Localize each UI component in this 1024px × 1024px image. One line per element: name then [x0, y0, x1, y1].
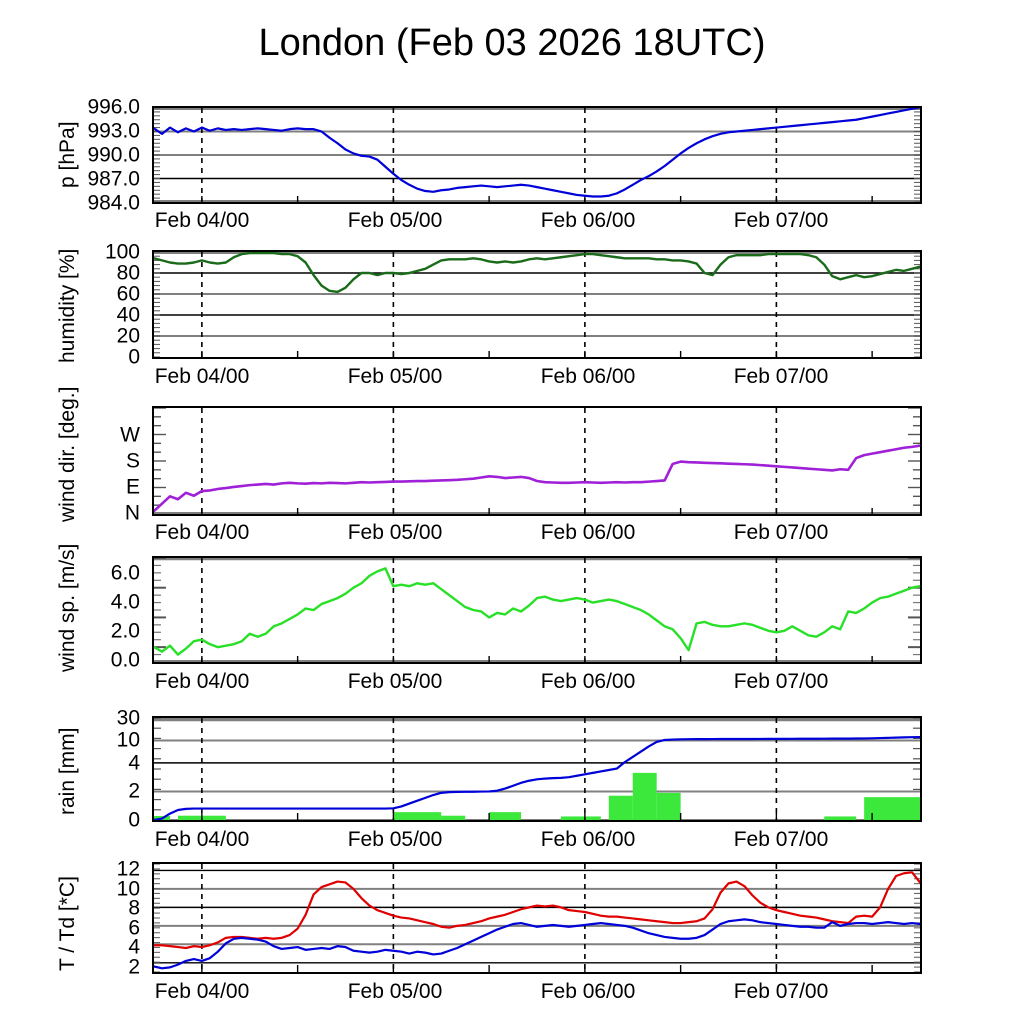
- humidity-xtick: Feb 04/00: [154, 365, 250, 388]
- pressure-plot-area: [152, 106, 922, 204]
- temperature-ytick: 12: [116, 857, 140, 881]
- wind-speed-xtick: Feb 05/00: [347, 670, 443, 693]
- wind-direction-xtick: Feb 06/00: [540, 521, 636, 544]
- humidity-xtick: Feb 06/00: [540, 365, 636, 388]
- wind-direction-ytick-group: W S E N: [92, 425, 140, 524]
- rain-ytick: 4: [128, 751, 140, 775]
- humidity-xtick: Feb 05/00: [347, 365, 443, 388]
- wind-speed-ytick: 2.0: [110, 619, 140, 643]
- rain-ytick-group: 30 10 4 2 0: [82, 708, 140, 831]
- rain-axis-label: rain [mm]: [56, 727, 79, 815]
- pressure-ytick: 993.0: [87, 119, 140, 143]
- wind-speed-plot-area: [152, 556, 922, 664]
- rain-ytick: 0: [128, 808, 140, 832]
- wind-speed-ytick: 4.0: [110, 590, 140, 614]
- pressure-ytick: 984.0: [87, 191, 140, 215]
- wind-direction-xtick: Feb 04/00: [154, 521, 250, 544]
- pressure-ytick: 990.0: [87, 143, 140, 167]
- temperature-xtick: Feb 06/00: [540, 980, 636, 1003]
- pressure-xtick: Feb 07/00: [733, 209, 829, 232]
- temperature-ytick: 4: [128, 935, 140, 959]
- wind-speed-xtick: Feb 04/00: [154, 670, 250, 693]
- temperature-xtick: Feb 04/00: [154, 980, 250, 1003]
- wind-direction-plot-area: [152, 406, 922, 516]
- temperature-ytick: 8: [128, 896, 140, 920]
- rain-ytick: 30: [116, 706, 140, 730]
- wind-direction-xtick: Feb 07/00: [733, 521, 829, 544]
- rain-xtick: Feb 05/00: [347, 828, 443, 851]
- rain-xtick: Feb 06/00: [540, 828, 636, 851]
- wind-direction-xtick: Feb 05/00: [347, 521, 443, 544]
- pressure-xtick: Feb 05/00: [347, 209, 443, 232]
- rain-ytick: 2: [128, 779, 140, 803]
- temperature-plot-area: [152, 862, 922, 974]
- rain-xtick: Feb 04/00: [154, 828, 250, 851]
- humidity-ytick: 100: [104, 240, 140, 264]
- page-title: London (Feb 03 2026 18UTC): [258, 22, 766, 64]
- humidity-ytick: 0: [128, 345, 140, 369]
- wind-speed-ytick: 0.0: [110, 648, 140, 672]
- wind-speed-ytick: 6.0: [110, 561, 140, 585]
- pressure-ytick-group: 996.0 993.0 990.0 987.0 984.0: [82, 97, 140, 214]
- temperature-ytick: 2: [128, 955, 140, 979]
- temperature-ytick: 10: [116, 877, 140, 901]
- humidity-ytick: 60: [116, 282, 140, 306]
- humidity-plot-area: [152, 250, 922, 359]
- humidity-ytick: 80: [116, 261, 140, 285]
- wind-direction-ytick: W: [120, 423, 140, 447]
- humidity-ytick-group: 100 80 60 40 20 0: [82, 242, 140, 368]
- temperature-axis-label: T / Td [*C]: [56, 876, 79, 972]
- wind-speed-axis-label: wind sp. [m/s]: [56, 543, 79, 672]
- humidity-ytick: 20: [116, 324, 140, 348]
- rain-plot-area: [152, 716, 922, 822]
- humidity-axis-label: humidity [%]: [56, 248, 79, 364]
- wind-speed-xtick: Feb 06/00: [540, 670, 636, 693]
- temperature-ytick: 6: [128, 916, 140, 940]
- pressure-ytick: 987.0: [87, 167, 140, 191]
- pressure-xtick: Feb 06/00: [540, 209, 636, 232]
- temperature-xtick: Feb 07/00: [733, 980, 829, 1003]
- humidity-xtick: Feb 07/00: [733, 365, 829, 388]
- pressure-axis-label: p [hPa]: [56, 121, 79, 189]
- pressure-ytick: 996.0: [87, 95, 140, 119]
- wind-direction-axis-label: wind dir. [deg.]: [56, 386, 79, 522]
- wind-direction-ytick: S: [125, 449, 140, 473]
- temperature-ytick-group: 12 10 8 6 4 2: [82, 859, 140, 978]
- wind-speed-ytick-group: 6.0 4.0 2.0 0.0: [82, 563, 140, 671]
- pressure-xtick: Feb 04/00: [154, 209, 250, 232]
- temperature-xtick: Feb 05/00: [347, 980, 443, 1003]
- rain-ytick: 10: [116, 728, 140, 752]
- wind-direction-ytick: N: [124, 501, 140, 525]
- rain-xtick: Feb 07/00: [733, 828, 829, 851]
- humidity-ytick: 40: [116, 303, 140, 327]
- wind-direction-ytick: E: [125, 475, 140, 499]
- wind-speed-xtick: Feb 07/00: [733, 670, 829, 693]
